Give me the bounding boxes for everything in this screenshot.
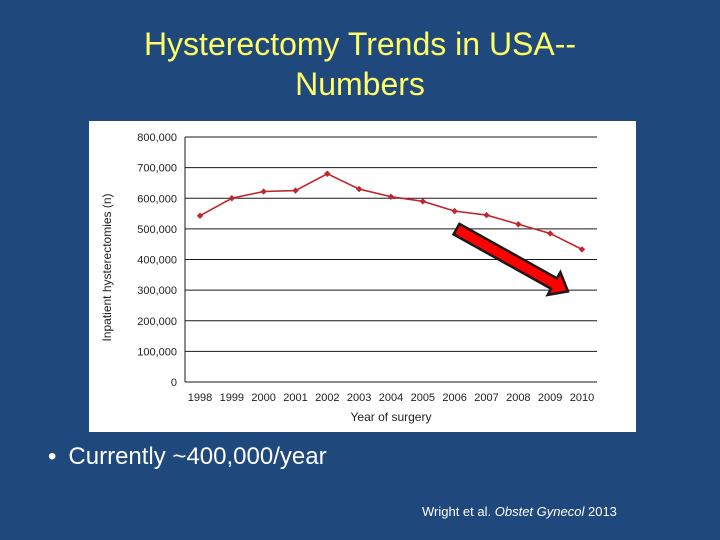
x-tick-label: 2004	[379, 392, 403, 404]
y-tick-label: 100,000	[137, 346, 177, 358]
x-tick-label: 2001	[283, 392, 307, 404]
data-point	[515, 221, 522, 228]
slide-title-line-1: Hysterectomy Trends in USA--	[143, 26, 577, 62]
data-point	[260, 188, 267, 195]
y-tick-label: 400,000	[137, 255, 177, 267]
x-axis-title: Year of surgery	[351, 410, 432, 424]
slide-title-line-2: Numbers	[295, 66, 425, 102]
data-point	[196, 212, 204, 219]
data-point	[228, 195, 236, 202]
line-chart: 0 100,000 200,000 300,000 400,000 500,000 600,…	[100, 132, 597, 424]
data-point	[324, 170, 331, 177]
y-tick-label: 700,000	[137, 163, 177, 175]
series-line	[199, 172, 583, 251]
trend-arrow-shape	[451, 222, 570, 297]
data-point	[292, 187, 299, 194]
citation-authors: Wright et al.	[422, 504, 492, 519]
y-tick-label: 500,000	[137, 224, 177, 236]
trend-arrow	[451, 222, 570, 297]
data-point	[419, 198, 427, 205]
x-tick-label: 1998	[188, 392, 212, 404]
bullet-text: Currently ~400,000/year	[68, 443, 327, 470]
x-tick-label: 2009	[538, 392, 562, 404]
y-tick-label: 200,000	[137, 316, 177, 328]
y-tick-label: 300,000	[137, 285, 177, 297]
x-tick-label: 2005	[411, 392, 435, 404]
x-tick-label: 2006	[442, 392, 466, 404]
data-point	[451, 207, 458, 215]
citation-year: 2013	[587, 504, 617, 519]
y-tick-label: 800,000	[137, 132, 177, 144]
x-tick-label: 2002	[315, 392, 339, 404]
citation-journal: Obstet Gynecol	[494, 504, 585, 519]
data-point	[578, 246, 586, 253]
y-tick-label: 0	[171, 377, 177, 389]
data-point	[387, 193, 395, 200]
x-tick-label: 1999	[220, 392, 244, 404]
data-point	[483, 211, 490, 219]
x-tick-label: 2003	[347, 392, 371, 404]
chart-panel: 0 100,000 200,000 300,000 400,000 500,000 600,…	[89, 121, 636, 432]
data-point	[546, 230, 554, 237]
x-tick-label: 2000	[251, 392, 275, 404]
x-tick-label: 2007	[474, 392, 498, 404]
x-tick-label: 2010	[570, 392, 594, 404]
y-tick-label: 600,000	[137, 193, 177, 205]
y-axis-title: Inpatient hysterectomies (n)	[100, 193, 114, 341]
slide-title: Hysterectomy Trends in USA-- Numbers	[60, 24, 660, 104]
x-tick-label: 2008	[506, 392, 530, 404]
citation: Wright et al. Obstet Gynecol 2013	[422, 503, 617, 521]
data-point	[355, 185, 363, 193]
bullet-symbol: •	[48, 443, 57, 470]
bullet-point: • Currently ~400,000/year	[48, 441, 327, 473]
